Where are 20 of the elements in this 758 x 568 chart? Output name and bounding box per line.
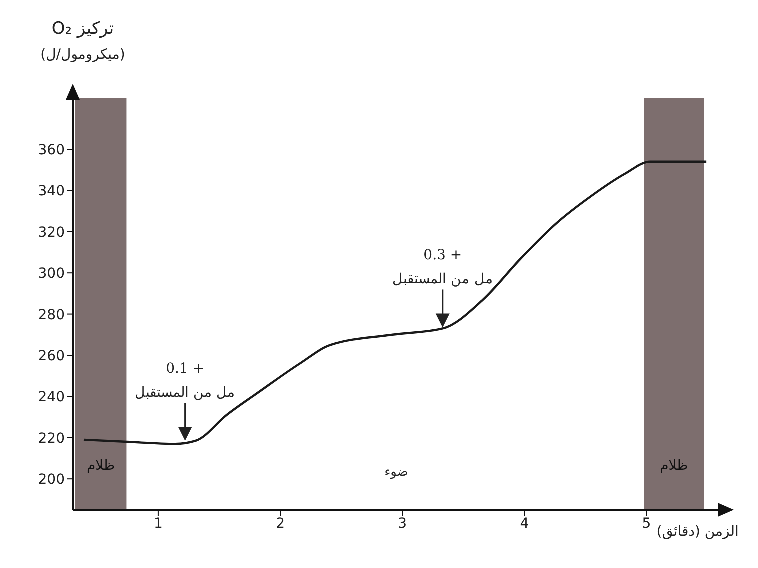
x-tick-label: 5 [642,516,652,532]
y-tick-label: 320 [38,224,65,241]
band-label: ظلام [86,458,116,474]
x-axis-title: الزمن (دقائق) [656,524,739,540]
y-tick-label: 340 [38,184,65,200]
x-tick-label: 2 [276,516,285,532]
line-series [82,160,708,446]
x-tick-label: 3 [398,516,408,532]
y-tick-label: 300 [38,266,65,282]
y-tick-label: 280 [38,307,65,324]
y-axis-title: تركيز O₂ (ميكرومول/ل) [40,18,126,65]
annotation: ضوء [384,465,410,480]
y-tick-label: 260 [38,348,65,364]
x-tick-label: 4 [520,516,530,532]
y-tick-label: 240 [38,390,65,406]
band-label: ظلام [660,458,688,474]
y-tick-label: 360 [38,142,65,158]
x-tick-label: 1 [154,516,163,532]
y-tick-label: 200 [38,472,65,488]
y-tick-label: 220 [38,430,65,447]
